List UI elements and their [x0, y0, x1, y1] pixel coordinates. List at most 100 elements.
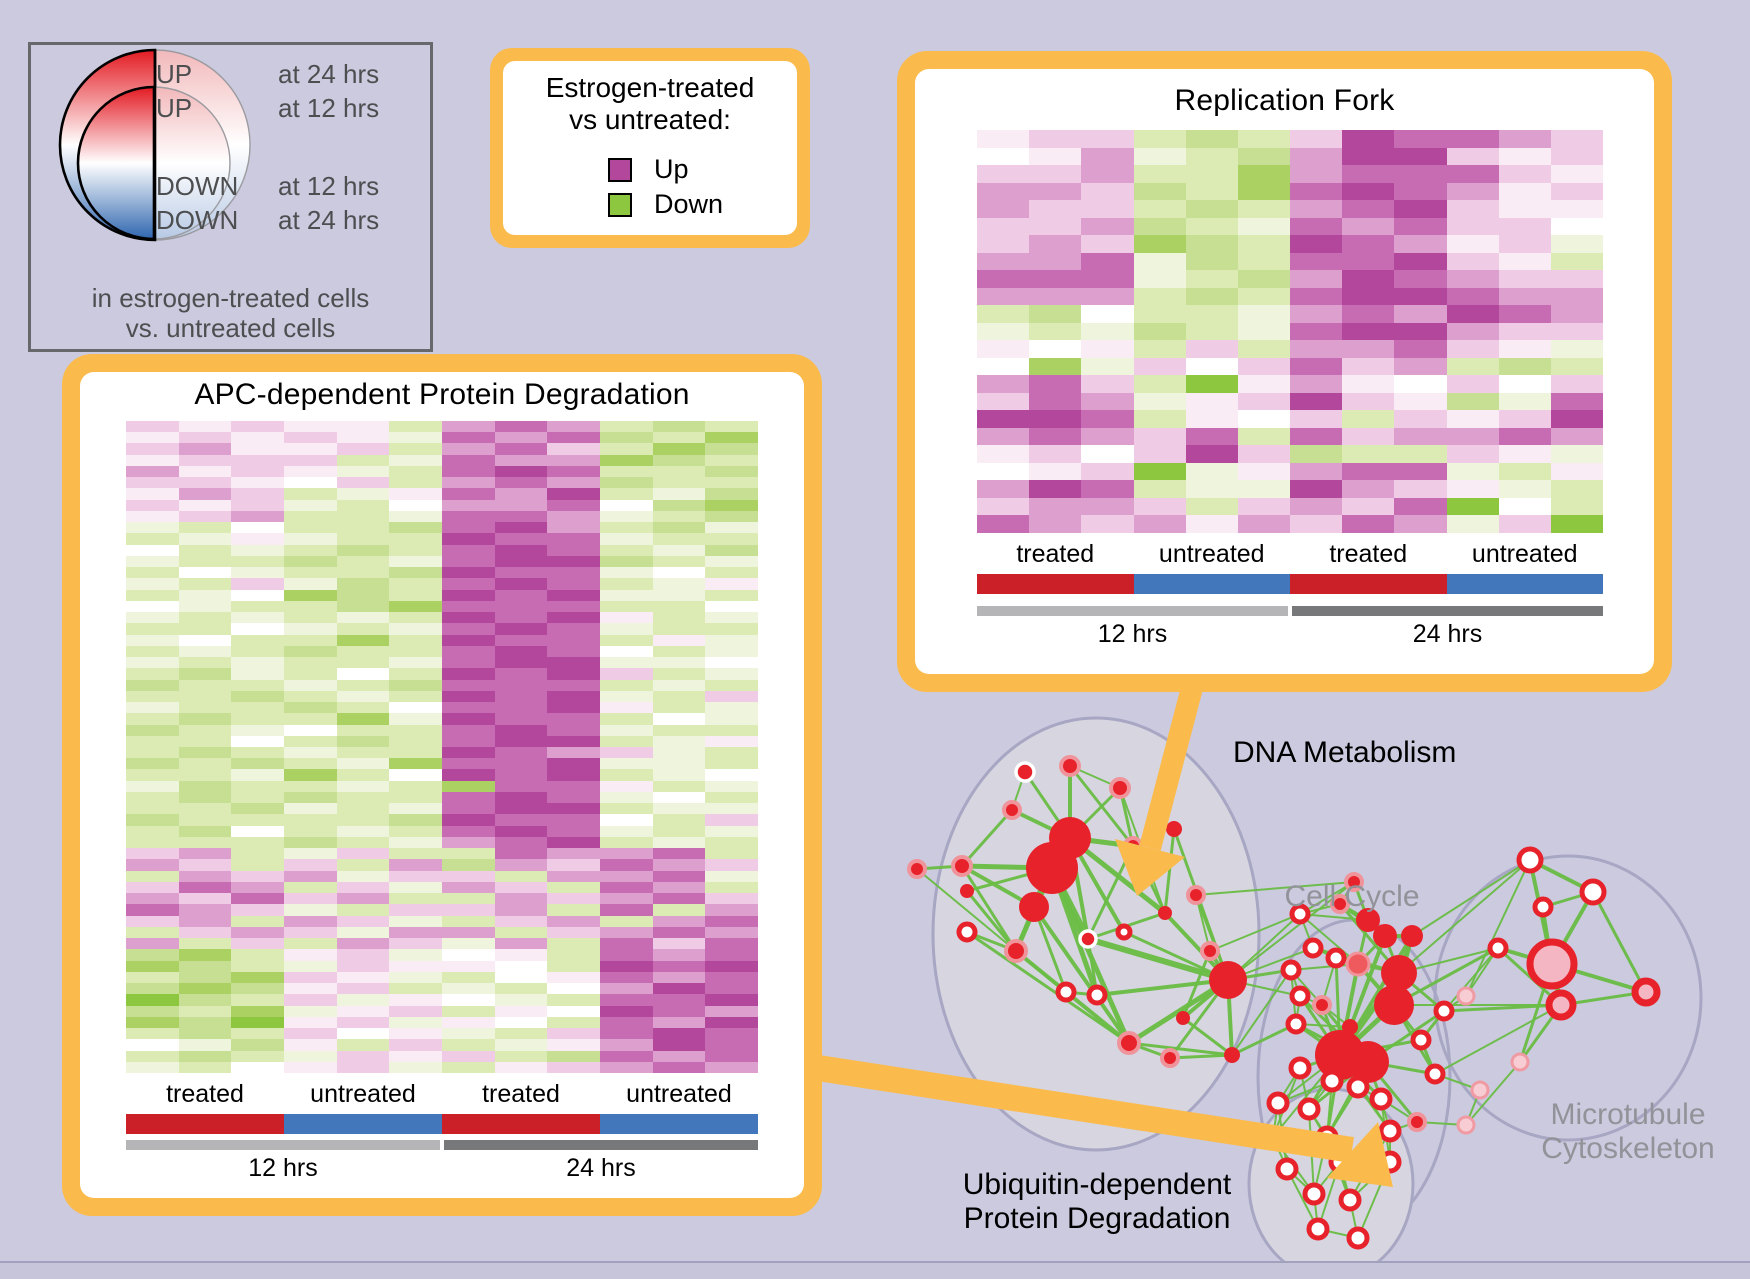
network-edge — [1349, 1199, 1359, 1239]
heatmap-cell — [494, 814, 548, 826]
network-edge — [1068, 836, 1126, 934]
time-label: 24 hrs — [566, 1154, 636, 1182]
heatmap-cell — [1133, 340, 1186, 358]
heatmap-cell — [494, 578, 548, 590]
heatmap-cell — [336, 881, 390, 894]
heatmap-cell — [126, 454, 179, 466]
heatmap-cell — [442, 533, 495, 545]
heatmap-cell — [977, 165, 1030, 183]
legend-row-up24: UP at 24 hrs — [156, 59, 379, 90]
heatmap-cell — [705, 589, 758, 601]
heatmap-cell — [126, 971, 179, 984]
heatmap-cell — [336, 589, 390, 601]
heatmap-cell — [652, 926, 706, 939]
network-edge — [1086, 844, 1135, 941]
network-edge — [1419, 1009, 1446, 1042]
heatmap-cell — [547, 1039, 600, 1051]
heatmap-cell — [231, 634, 284, 646]
network-node-rim — [1200, 941, 1220, 961]
heatmap-cell — [977, 375, 1030, 393]
up-color-swatch — [608, 158, 632, 182]
heatmap-cell — [1237, 357, 1290, 376]
heatmap-cell — [652, 949, 706, 961]
heatmap-cell — [1237, 147, 1290, 166]
heatmap-cell — [1446, 217, 1499, 236]
heatmap-cell — [1133, 410, 1186, 428]
heatmap-cell — [547, 454, 600, 466]
heatmap-cell — [442, 1028, 495, 1040]
heatmap-cell — [1498, 165, 1551, 183]
heatmap-cell — [547, 488, 600, 500]
heatmap-cell — [178, 803, 232, 815]
heatmap-cell — [1498, 497, 1551, 516]
heatmap-cell — [1290, 287, 1343, 306]
heatmap-cell — [1290, 147, 1343, 166]
heatmap-cell — [126, 477, 179, 489]
network-node-rim — [907, 859, 927, 879]
heatmap-cell — [600, 589, 653, 601]
heatmap-cell — [231, 1016, 284, 1029]
heatmap-cell — [231, 454, 284, 466]
heatmap-cell — [1446, 165, 1499, 183]
heatmap-cell — [1290, 217, 1343, 236]
heatmap-cell — [600, 938, 653, 950]
heatmap-cell — [442, 859, 495, 871]
heatmap-cell — [705, 758, 758, 770]
heatmap-cell — [600, 623, 653, 635]
network-edge — [1014, 949, 1131, 1045]
heatmap-cell — [1133, 480, 1186, 498]
heatmap-cell — [231, 735, 284, 747]
heatmap-cell — [389, 938, 442, 950]
heatmap-cell — [178, 915, 232, 927]
connector-arrow-head — [1115, 839, 1185, 896]
network-edge — [1312, 947, 1359, 965]
heatmap-cell — [1290, 515, 1343, 533]
heatmap-cell — [284, 870, 337, 882]
heatmap-cell — [442, 949, 495, 961]
heatmap-cell — [977, 252, 1030, 271]
network-edge — [1366, 1060, 1383, 1101]
heatmap-cell — [178, 499, 232, 511]
heatmap-cell — [1029, 270, 1082, 288]
heatmap-cell — [284, 567, 337, 579]
heatmap-cell — [231, 769, 284, 781]
heatmap-cell — [442, 724, 495, 736]
heatmap-cell — [600, 870, 653, 882]
heatmap-cell — [442, 915, 495, 927]
heatmap-cell — [178, 971, 232, 984]
heatmap-cell — [547, 994, 600, 1006]
heatmap-cell — [1498, 147, 1551, 166]
heatmap-cell — [231, 578, 284, 590]
heatmap-cell — [1029, 130, 1082, 148]
network-edge — [1049, 865, 1100, 998]
heatmap-cell — [284, 477, 337, 489]
heatmap-cell — [389, 881, 442, 894]
network-node-donut — [1532, 896, 1554, 918]
heatmap-cell — [1446, 480, 1499, 498]
heatmap-cell — [600, 814, 653, 826]
heatmap-cell — [705, 555, 758, 568]
heatmap-cell — [178, 724, 232, 736]
heatmap-cell — [977, 217, 1030, 236]
heatmap-cell — [336, 544, 390, 556]
heatmap-cell — [1550, 270, 1603, 288]
heatmap-cell — [389, 488, 442, 500]
heatmap-cell — [600, 859, 653, 871]
network-node-donut — [1378, 1119, 1402, 1143]
heatmap-cell — [284, 1028, 337, 1040]
network-edge — [1313, 1193, 1319, 1230]
down-label: Down — [654, 189, 724, 219]
network-edge — [1095, 978, 1230, 997]
untreated-bar — [284, 1114, 442, 1134]
heatmap-cell — [231, 443, 284, 455]
connector-arrow-band — [816, 1055, 1354, 1163]
network-edge — [1023, 770, 1072, 840]
heatmap-cell — [336, 758, 390, 770]
heatmap-cell — [231, 488, 284, 500]
network-edge — [1366, 1009, 1446, 1064]
time-bar — [444, 1140, 758, 1150]
heatmap-cell — [231, 780, 284, 792]
network-node-donut — [1055, 981, 1077, 1003]
heatmap-cell — [1446, 322, 1499, 341]
heatmap-cell — [178, 657, 232, 669]
